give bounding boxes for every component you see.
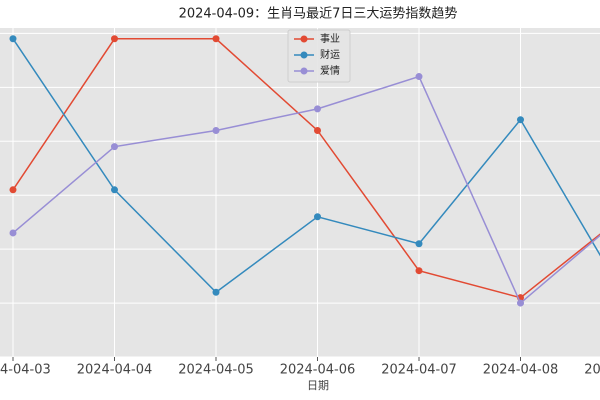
x-tick-label: 2024-04-06 xyxy=(280,363,356,378)
point xyxy=(415,267,423,275)
point xyxy=(517,299,524,307)
point xyxy=(111,143,118,151)
legend-marker xyxy=(300,35,308,43)
legend-label: 爱情 xyxy=(320,64,340,77)
legend-marker xyxy=(300,67,308,75)
point xyxy=(212,126,220,134)
x-axis-label: 日期 xyxy=(307,379,329,392)
x-tick-label: 2024-04-09 xyxy=(584,363,600,378)
legend-marker xyxy=(300,51,308,59)
legend-box xyxy=(287,29,351,83)
point xyxy=(212,288,220,296)
x-tick-label: 2024-04-04 xyxy=(77,363,153,378)
point xyxy=(314,126,321,134)
legend-label: 财运 xyxy=(320,48,340,61)
x-tick-label: 2024-04-07 xyxy=(381,363,457,378)
chart-title: 2024-04-09：生肖马最近7日三大运势指数趋势 xyxy=(179,6,458,22)
point xyxy=(111,35,118,43)
legend-label: 事业 xyxy=(320,32,340,45)
point xyxy=(314,213,321,221)
point xyxy=(9,186,17,194)
point xyxy=(111,186,118,194)
point xyxy=(415,73,423,81)
x-tick-label: 2024-04-03 xyxy=(0,363,51,378)
point xyxy=(314,105,321,113)
x-tick-label: 2024-04-08 xyxy=(483,363,559,378)
point xyxy=(517,116,524,124)
x-tick-label: 2024-04-05 xyxy=(178,363,254,378)
plot-background xyxy=(0,28,600,357)
point xyxy=(415,240,423,248)
point xyxy=(9,229,17,237)
point xyxy=(9,35,17,43)
point xyxy=(212,35,220,43)
